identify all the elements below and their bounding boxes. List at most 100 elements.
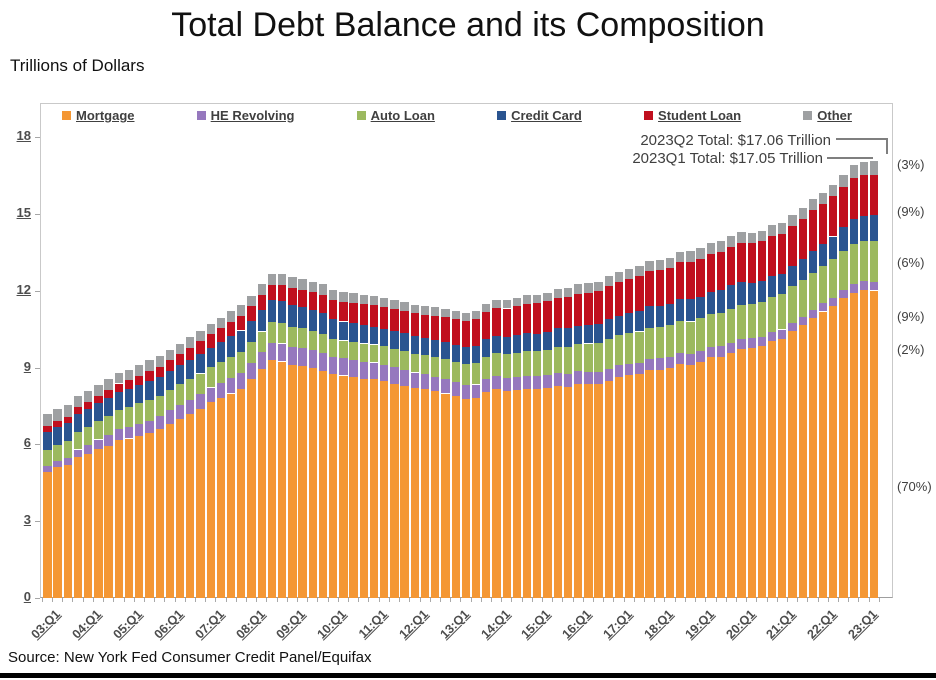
x-axis-tick	[92, 598, 94, 602]
x-axis-tick	[858, 598, 860, 602]
x-axis-tick	[307, 598, 309, 602]
x-axis-tick	[215, 598, 217, 602]
x-axis-tick	[388, 598, 390, 602]
x-axis-tick	[103, 598, 104, 602]
x-axis-tick	[878, 598, 880, 602]
x-axis-tick	[133, 598, 135, 602]
x-axis-tick	[174, 598, 176, 602]
annotation-2023q2-total: 2023Q2 Total: $17.06 Trillion	[640, 132, 831, 149]
x-axis-tick	[480, 598, 482, 602]
x-axis-tick	[521, 598, 523, 602]
x-axis-tick	[531, 598, 533, 602]
x-axis-tick-label: 20:Q1	[722, 607, 758, 642]
x-axis-tick-label: 05:Q1	[110, 607, 145, 642]
x-axis-tick	[297, 598, 298, 602]
y-axis-tick-label: 18	[16, 128, 31, 144]
x-axis-tick	[460, 598, 462, 602]
x-axis-tick	[450, 598, 452, 602]
y-axis-tick-label: 3	[23, 512, 31, 528]
y-axis-tick-label: 9	[23, 358, 31, 374]
x-axis-tick	[72, 598, 74, 602]
x-axis-tick	[194, 598, 196, 602]
plot-area	[40, 103, 893, 598]
x-axis-tick	[164, 598, 166, 602]
x-axis-tick	[184, 598, 186, 602]
x-axis-tick	[276, 598, 278, 602]
legend-item-mortgage: Mortgage	[62, 108, 135, 123]
annotation-connector-q2-horizontal	[836, 138, 888, 140]
legend-item-student-loan: Student Loan	[644, 108, 741, 123]
x-axis-tick	[470, 598, 472, 602]
x-axis-tick	[266, 598, 268, 602]
x-axis-tick	[439, 598, 441, 602]
legend-swatch-icon	[62, 111, 71, 120]
x-axis-tick	[562, 598, 564, 602]
x-axis-tick	[327, 598, 329, 602]
x-axis-tick-label: 22:Q1	[804, 607, 839, 642]
bottom-divider	[0, 673, 936, 678]
annotation-connector-q2-vertical	[886, 138, 888, 154]
x-axis-tick	[143, 598, 145, 602]
legend-label: HE Revolving	[210, 108, 295, 123]
x-axis-tick-label: 06:Q1	[151, 607, 186, 642]
x-axis-tick-label: 13:Q1	[437, 607, 472, 642]
x-axis-tick	[756, 598, 758, 602]
y-axis-units-label: Trillions of Dollars	[10, 56, 145, 75]
x-axis-tick	[113, 598, 115, 602]
legend-swatch-icon	[803, 111, 813, 120]
x-axis-tick	[154, 598, 156, 602]
x-axis-tick	[337, 598, 339, 602]
x-axis-tick	[827, 598, 829, 602]
x-axis-tick	[654, 598, 656, 602]
x-axis-tick-label: 21:Q1	[763, 607, 799, 642]
legend: Mortgage HE Revolving Auto Loan Credit Card…	[62, 108, 852, 123]
legend-swatch-icon	[196, 111, 206, 120]
legend-swatch-icon	[497, 111, 507, 120]
chart-title: Total Debt Balance and its Composition	[171, 6, 765, 44]
x-axis-tick-label: 14:Q1	[477, 607, 513, 642]
segment-share-label-auto-loan: (9%)	[897, 309, 925, 324]
legend-label: Auto Loan	[370, 108, 435, 123]
y-axis-tick-label: 12	[16, 281, 31, 297]
legend-item-credit-card: Credit Card	[497, 108, 582, 123]
x-axis-tick	[786, 598, 788, 602]
x-axis-tick	[235, 598, 237, 602]
legend-label: Student Loan	[658, 108, 742, 123]
x-axis-tick	[664, 598, 666, 602]
x-axis-tick	[695, 598, 696, 602]
legend-swatch-icon	[356, 111, 366, 120]
x-axis-tick	[623, 598, 625, 602]
x-axis-tick	[725, 598, 727, 602]
x-axis-tick	[766, 598, 768, 602]
segment-share-label-mortgage: (70%)	[897, 479, 932, 494]
x-axis-tick	[593, 598, 594, 602]
x-axis-tick-label: 19:Q1	[682, 607, 717, 642]
x-axis-tick	[82, 598, 84, 602]
legend-label: Credit Card	[511, 108, 582, 123]
y-axis-tick-label: 6	[23, 435, 31, 451]
source-note: Source: New York Fed Consumer Credit Pan…	[8, 649, 372, 666]
segment-share-label-he-revolving: (2%)	[897, 342, 925, 357]
legend-swatch-icon	[644, 111, 654, 120]
x-axis-tick-label: 17:Q1	[600, 607, 635, 642]
y-axis-tick-label: 0	[23, 589, 31, 604]
legend-label: Mortgage	[76, 108, 135, 123]
x-axis-tick	[776, 598, 778, 602]
x-axis-tick	[633, 598, 635, 602]
x-axis-tick	[490, 598, 492, 602]
x-axis-tick	[41, 598, 43, 602]
x-axis-tick	[378, 598, 380, 602]
x-axis-tick	[419, 598, 421, 602]
x-axis-tick-label: 07:Q1	[192, 607, 227, 642]
y-axis-tick	[35, 598, 40, 599]
x-axis-tick	[409, 598, 411, 602]
x-axis-tick-label: 23:Q1	[845, 607, 880, 642]
x-axis-tick-label: 12:Q1	[396, 607, 431, 642]
x-axis-tick	[541, 598, 543, 602]
y-axis-tick-label: 15	[16, 205, 31, 220]
x-axis-tick	[52, 598, 53, 602]
x-axis-tick	[674, 598, 676, 602]
x-axis-tick	[286, 598, 288, 602]
x-axis-tick	[399, 598, 400, 602]
